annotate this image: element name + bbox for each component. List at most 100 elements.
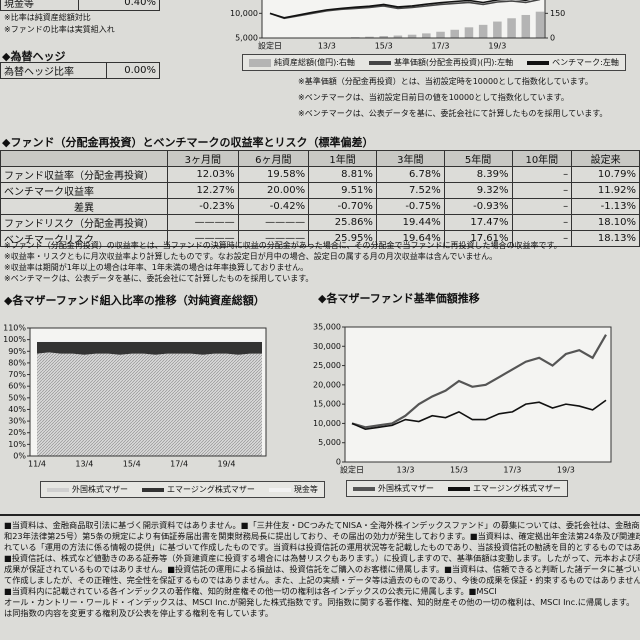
area xyxy=(37,341,262,355)
disclaimer-line: れている「運用の方法に係る情報の提供」に基づいて作成したものです。当資料は投資信… xyxy=(4,542,640,552)
disclaimer-line: オール・カントリー・ワールド・インデックスは、MSCI Inc.が開発した株式指… xyxy=(4,597,635,607)
x-tick-label: 設定日 xyxy=(340,465,364,475)
value-cell: 25.95% xyxy=(308,230,377,247)
legend-label: ベンチマーク:左軸 xyxy=(552,58,619,67)
area xyxy=(37,340,262,342)
value-cell: ———— xyxy=(237,214,310,231)
legend-item: 純資産総額(億円):右軸 xyxy=(249,57,355,68)
note: ※ベンチマークは、公表データを基に、委託会社にて計算したものを採用しています。 xyxy=(4,274,314,283)
value-cell: -0.42% xyxy=(237,198,310,215)
mother-nav-chart: 0 5,000 10,000 15,000 20,000 25,000 30,000 35,0… xyxy=(313,323,612,475)
table-cell: 0.00% xyxy=(105,62,161,79)
legend-swatch xyxy=(368,60,391,65)
value-cell: -0.75% xyxy=(375,198,445,215)
disclaimer-line: て作成しましたが、その正確性、完全性を保証するものではありません。また、上記の実… xyxy=(4,575,640,585)
disclaimer-line: ■投資信託は、株式など値動きのある証券等（外貨建資産に投資する場合には為替リスク… xyxy=(4,553,640,563)
value-cell: 12.03% xyxy=(167,166,239,183)
section-heading: ◆ファンド（分配金再投資）とベンチマークの収益率とリスク（標準偏差） xyxy=(2,136,374,149)
bar xyxy=(379,36,388,38)
header-cell: 3年間 xyxy=(375,150,445,167)
value-cell: 25.86% xyxy=(308,214,377,231)
plot-border xyxy=(29,327,267,457)
x-tick-label: 15/4 xyxy=(123,460,141,469)
note: ※収益率・リスクともに月次収益率より計算したものです。なお設定日が月中の場合、設… xyxy=(4,252,498,261)
x-tick-label: 17/3 xyxy=(432,42,450,51)
section-heading: ◆為替ヘッジ xyxy=(2,50,66,63)
note: ※基準価額（分配金再投資）とは、当初設定時を10000として指数化しています。 xyxy=(298,77,593,86)
value-cell: 17.61% xyxy=(443,230,513,247)
value-cell: -0.70% xyxy=(308,198,377,215)
legend-item: エマージング株式マザー xyxy=(448,483,561,494)
legend-swatch xyxy=(249,58,271,67)
value-cell: 18.13% xyxy=(571,230,640,247)
plot-frame xyxy=(261,0,546,39)
x-tick-label: 17/4 xyxy=(170,460,188,469)
legend-label: エマージング株式マザー xyxy=(167,485,255,494)
legend-item: エマージング株式マザー xyxy=(142,484,255,495)
value-cell: -0.93% xyxy=(443,198,513,215)
plot-border xyxy=(261,0,546,39)
x-tick-label: 13/4 xyxy=(75,460,93,469)
legend-label: 純資産総額(億円):右軸 xyxy=(274,58,355,67)
y-tick-label: 60% xyxy=(8,382,26,391)
legend-label: 外国株式マザー xyxy=(378,484,434,493)
disclaimer-line: 成果が保証されているものではありません。■投資信託の運用による損益は、投資信託を… xyxy=(4,564,640,574)
bar xyxy=(507,18,516,38)
x-tick-label: 19/3 xyxy=(488,42,506,51)
legend-label: エマージング株式マザー xyxy=(473,484,561,493)
value-cell: 12.27% xyxy=(167,182,239,199)
legend-item: 外国株式マザー xyxy=(353,483,434,494)
disclaimer-line: 和23年法律第25号）第5条の規定により有価証券届出書を関東財務局長に提出してお… xyxy=(4,531,640,541)
table-cell: 為替ヘッジ比率 xyxy=(0,62,107,79)
header-cell: 設定来 xyxy=(571,150,640,167)
y-tick-label: 20% xyxy=(8,428,26,437)
legend-item: 外国株式マザー xyxy=(47,484,128,495)
value-cell: 7.52% xyxy=(375,182,445,199)
bar xyxy=(436,31,445,38)
bar xyxy=(407,34,417,38)
y-tick-label: 0% xyxy=(13,452,26,461)
value-cell: – xyxy=(511,182,573,199)
header-cell: 6ヶ月間 xyxy=(237,150,310,167)
legend-swatch xyxy=(448,486,470,491)
x-tick-label: 15/3 xyxy=(450,466,468,475)
note: ※比率は純資産総額対比 xyxy=(4,13,91,22)
y-tick-label: 0 xyxy=(336,458,341,467)
value-cell: 19.64% xyxy=(375,230,445,247)
y-tick-label: 90% xyxy=(8,347,26,356)
note: ※ファンドの比率は実質組入れ xyxy=(4,25,115,34)
legend: 外国株式マザー エマージング株式マザー 現金等 xyxy=(40,481,325,498)
legend: 外国株式マザー エマージング株式マザー xyxy=(346,480,568,497)
y-tick-label: 50% xyxy=(8,393,26,402)
note: ※収益率は期間が1年以上の場合は年率、1年未満の場合は年率換算しておりません。 xyxy=(4,263,309,272)
value-cell: -0.23% xyxy=(167,198,239,215)
legend-label: 現金等 xyxy=(293,485,318,494)
table-row: 現金等 0.40% xyxy=(0,0,161,11)
value-cell: 20.00% xyxy=(237,182,310,199)
value-cell: – xyxy=(511,214,573,231)
legend-item: 基準価額(分配金再投資)(円):左軸 xyxy=(368,57,513,68)
table-cell: 現金等 xyxy=(0,0,79,11)
value-cell: 11.92% xyxy=(571,182,640,199)
legend-swatch xyxy=(527,60,550,65)
legend-swatch xyxy=(268,487,291,492)
value-cell: 8.81% xyxy=(308,166,377,183)
line xyxy=(351,334,607,429)
y-tick-label: 35,000 xyxy=(313,323,341,332)
y-tick-label: 5,000 xyxy=(318,438,341,447)
y2-tick-label: 0 xyxy=(550,34,555,43)
header-row: 3ヶ月間 6ヶ月間 1年間 3年間 5年間 10年間 設定来 xyxy=(0,150,640,167)
y-tick-label: 80% xyxy=(8,358,26,367)
header-cell xyxy=(0,150,168,167)
bar xyxy=(535,11,545,38)
value-cell: 10.79% xyxy=(571,166,640,183)
table-row: ファンド収益率（分配金再投資） 12.03% 19.58% 8.81% 6.78% 8.3… xyxy=(0,166,640,183)
plot-border xyxy=(344,326,612,463)
disclaimer: ■当資料は、金融商品取引法に基づく開示資料ではありません。■「三井住友・DCつみ… xyxy=(0,514,640,640)
bar xyxy=(464,27,474,38)
y-tick-label: 40% xyxy=(8,405,26,414)
table-row: 差異 -0.23% -0.42% -0.70% -0.75% -0.93% – -1.13% xyxy=(0,198,640,215)
allocation-chart: 0% 10% 20% 30% 40% 50% 60% 70% 80% 90% 100% 110% 11/… xyxy=(3,324,267,469)
x-tick-label: 13/3 xyxy=(318,42,336,51)
